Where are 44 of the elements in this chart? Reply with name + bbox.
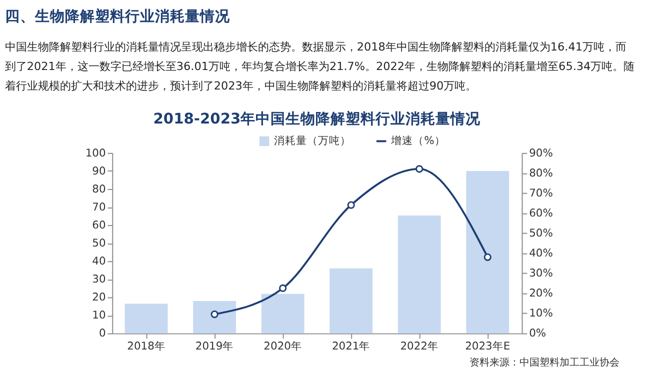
- y-tick-label: 0: [98, 326, 106, 340]
- y2-tick-label: 90%: [529, 146, 553, 160]
- x-tick-label: 2022年: [400, 339, 438, 352]
- text: 2018-2023年中国生物降解塑料行业消耗量情况: [153, 110, 482, 128]
- bar: [398, 216, 441, 334]
- y-tick-label: 40: [92, 254, 106, 268]
- y-tick-label: 50: [92, 236, 106, 250]
- y-tick-label: 60: [92, 218, 106, 232]
- y-tick-label: 20: [92, 290, 106, 304]
- bar: [261, 294, 304, 334]
- x-tick-label: 2020年: [264, 339, 302, 352]
- chart-title: 四、生物降解塑料行业消耗量情况: [4, 7, 231, 26]
- y2-tick-label: 50%: [529, 226, 553, 240]
- x-tick-label: 2021年: [332, 339, 370, 352]
- point: [347, 201, 355, 209]
- bar: [466, 170, 510, 334]
- y-tick-label: 80: [92, 182, 106, 196]
- legend-label: 增速（%）: [390, 134, 446, 148]
- y2-tick-label: 60%: [529, 206, 553, 220]
- y2-tick-label: 30%: [529, 266, 553, 280]
- y-tick-label: 100: [85, 146, 106, 160]
- legend-label: 消耗量（万吨）: [274, 134, 352, 148]
- point: [484, 253, 492, 261]
- bar: [193, 301, 236, 334]
- point: [210, 310, 218, 318]
- bar: [124, 304, 168, 334]
- y2-tick-label: 10%: [529, 306, 553, 320]
- chart-subtitle: 中国生物降解塑料行业的消耗量情况呈现出稳步增长的态势。数据显示，2018年中国生物降解塑料的消耗量仅为16.41万吨，而到了2021年，这一数字已经增长至36.01万吨，年均复合增长率为21.7%。2022年，生物降解塑料的消耗量增至65.34万吨。随着行业规模的扩大和技术的进步，预计到了2023年，中国生物降解塑料的消耗量将超过90万吨。: [4, 40, 635, 93]
- point: [279, 284, 287, 292]
- y2-tick-label: 80%: [529, 166, 553, 180]
- bar: [330, 268, 373, 334]
- y2-tick-label: 70%: [529, 186, 553, 200]
- y-tick-label: 10: [92, 308, 106, 322]
- y-tick-label: 90: [92, 164, 106, 178]
- text: 资料来源：中国塑料加工工业协会: [469, 356, 620, 369]
- y2-tick-label: 20%: [529, 286, 553, 300]
- x-tick-label: 2023年E: [465, 339, 510, 352]
- x-tick-label: 2019年: [195, 339, 234, 352]
- y2-tick-label: 40%: [529, 246, 553, 260]
- x-tick-label: 2018年: [127, 339, 166, 352]
- point: [416, 165, 424, 173]
- y-tick-label: 30: [92, 272, 106, 286]
- y2-tick-label: 0%: [529, 326, 546, 340]
- y-tick-label: 70: [92, 200, 106, 214]
